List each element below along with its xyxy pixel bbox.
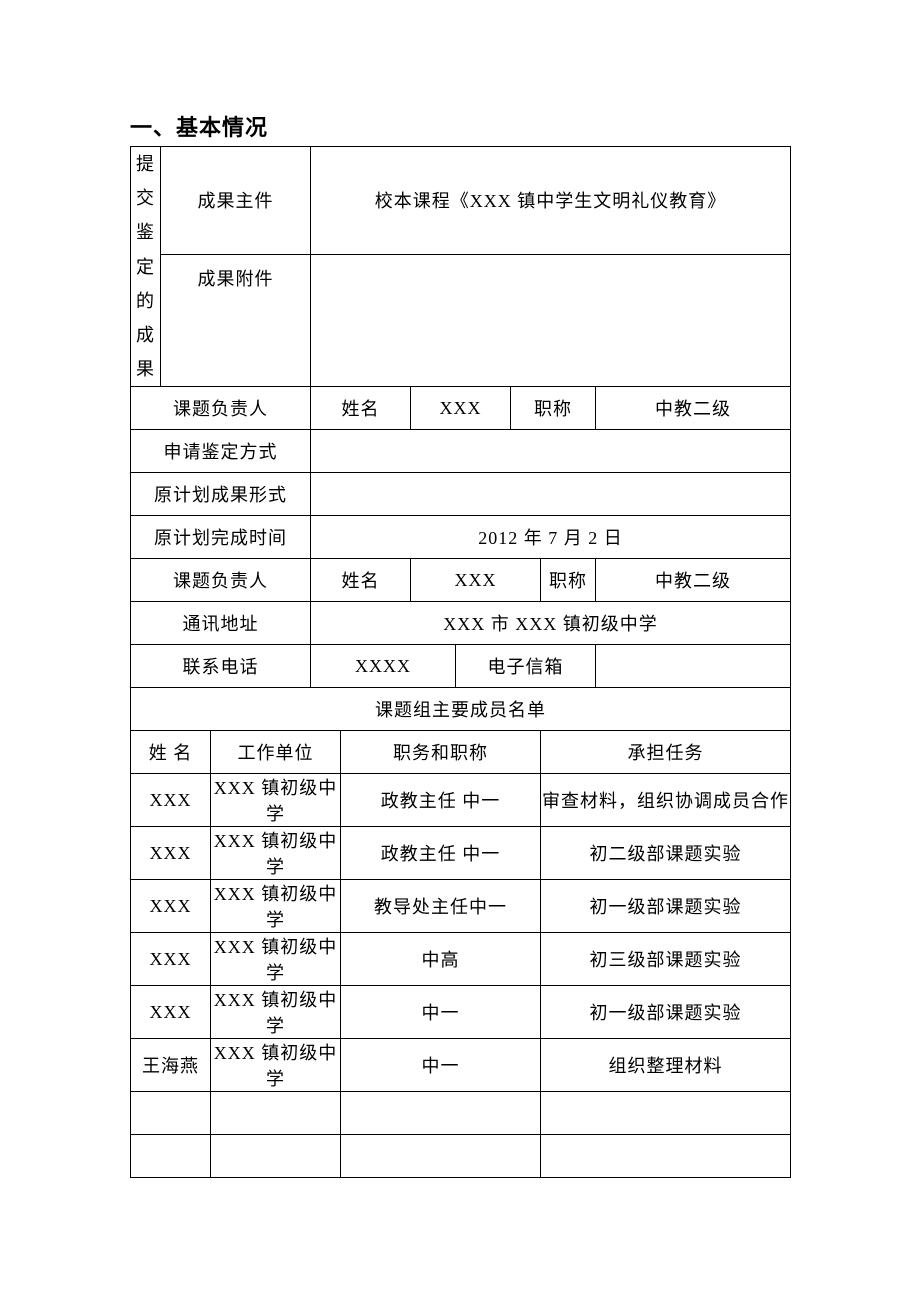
member-unit: XXX 镇初级中学 xyxy=(211,933,341,986)
member-task: 组织整理材料 xyxy=(541,1039,791,1092)
member-title: 教导处主任中一 xyxy=(341,880,541,933)
leader1-name-label: 姓名 xyxy=(311,387,411,430)
table-row: XXX XXX 镇初级中学 政教主任 中一 审查材料，组织协调成员合作 xyxy=(131,774,791,827)
plan-time-value: 2012 年 7 月 2 日 xyxy=(311,516,791,559)
member-title: 中一 xyxy=(341,986,541,1039)
member-name: XXX xyxy=(131,933,211,986)
email-label: 电子信箱 xyxy=(456,645,596,688)
result-main-value: 校本课程《XXX 镇中学生文明礼仪教育》 xyxy=(311,147,791,255)
member-task: 初三级部课题实验 xyxy=(541,933,791,986)
table-row: 王海燕 XXX 镇初级中学 中一 组织整理材料 xyxy=(131,1039,791,1092)
submit-results-label: 提交鉴定的成果 xyxy=(131,147,161,387)
result-attach-label: 成果附件 xyxy=(161,254,311,387)
member-name: XXX xyxy=(131,986,211,1039)
leader1-name-value: XXX xyxy=(411,387,511,430)
member-title: 中一 xyxy=(341,1039,541,1092)
member-name: XXX xyxy=(131,827,211,880)
table-row: XXX XXX 镇初级中学 中一 初一级部课题实验 xyxy=(131,986,791,1039)
table-row: XXX XXX 镇初级中学 政教主任 中一 初二级部课题实验 xyxy=(131,827,791,880)
member-name: XXX xyxy=(131,774,211,827)
plan-time-label: 原计划完成时间 xyxy=(131,516,311,559)
page: 一、基本情况 提交鉴定的成果 成果主件 校本课程《XXX 镇中学生文明礼仪教育》… xyxy=(0,0,920,1302)
member-title: 中高 xyxy=(341,933,541,986)
members-header-unit: 工作单位 xyxy=(211,731,341,774)
members-header-name: 姓 名 xyxy=(131,731,211,774)
form-table: 提交鉴定的成果 成果主件 校本课程《XXX 镇中学生文明礼仪教育》 成果附件 课… xyxy=(130,146,791,1178)
leader2-name-value: XXX xyxy=(411,559,541,602)
table-row: XXX XXX 镇初级中学 中高 初三级部课题实验 xyxy=(131,933,791,986)
member-task: 初一级部课题实验 xyxy=(541,986,791,1039)
leader1-title-value: 中教二级 xyxy=(596,387,791,430)
address-label: 通讯地址 xyxy=(131,602,311,645)
member-task: 审查材料，组织协调成员合作 xyxy=(541,774,791,827)
leader2-title-label: 职称 xyxy=(541,559,596,602)
member-unit: XXX 镇初级中学 xyxy=(211,827,341,880)
table-row: XXX XXX 镇初级中学 教导处主任中一 初一级部课题实验 xyxy=(131,880,791,933)
member-unit: XXX 镇初级中学 xyxy=(211,880,341,933)
result-attach-value xyxy=(311,254,791,387)
table-row-empty xyxy=(131,1135,791,1178)
leader2-label: 课题负责人 xyxy=(131,559,311,602)
apply-method-label: 申请鉴定方式 xyxy=(131,430,311,473)
leader1-label: 课题负责人 xyxy=(131,387,311,430)
apply-method-value xyxy=(311,430,791,473)
phone-value: XXXX xyxy=(311,645,456,688)
member-title: 政教主任 中一 xyxy=(341,774,541,827)
address-value: XXX 市 XXX 镇初级中学 xyxy=(311,602,791,645)
leader2-title-value: 中教二级 xyxy=(596,559,791,602)
members-title: 课题组主要成员名单 xyxy=(131,688,791,731)
email-value xyxy=(596,645,791,688)
result-main-label: 成果主件 xyxy=(161,147,311,255)
section-heading: 一、基本情况 xyxy=(130,110,790,142)
member-unit: XXX 镇初级中学 xyxy=(211,1039,341,1092)
plan-form-label: 原计划成果形式 xyxy=(131,473,311,516)
members-header-task: 承担任务 xyxy=(541,731,791,774)
leader2-name-label: 姓名 xyxy=(311,559,411,602)
member-name: 王海燕 xyxy=(131,1039,211,1092)
member-name: XXX xyxy=(131,880,211,933)
member-task: 初二级部课题实验 xyxy=(541,827,791,880)
table-row-empty xyxy=(131,1092,791,1135)
member-task: 初一级部课题实验 xyxy=(541,880,791,933)
member-unit: XXX 镇初级中学 xyxy=(211,774,341,827)
member-title: 政教主任 中一 xyxy=(341,827,541,880)
plan-form-value xyxy=(311,473,791,516)
member-unit: XXX 镇初级中学 xyxy=(211,986,341,1039)
phone-label: 联系电话 xyxy=(131,645,311,688)
members-header-title: 职务和职称 xyxy=(341,731,541,774)
leader1-title-label: 职称 xyxy=(511,387,596,430)
